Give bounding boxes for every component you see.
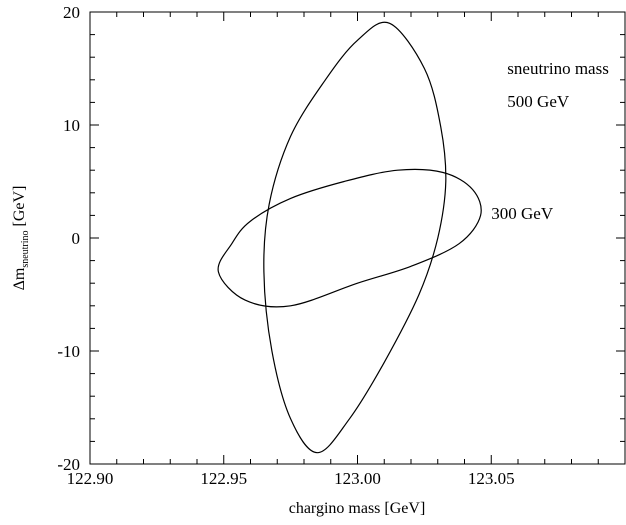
x-axis-title: chargino mass [GeV] [289,500,426,517]
series-curve-0 [263,21,447,454]
x-tick-label: 123.00 [334,469,381,488]
series-curve-1 [217,168,482,308]
x-tick-label: 122.90 [67,469,114,488]
annotation-label: 300 GeV [491,204,554,223]
plot-frame [89,11,626,465]
y-axis-title: Δmsneutrino [GeV] [11,186,31,291]
x-tick-labels: 122.90 122.95 123.00 123.05 [67,469,515,488]
y-axis-title-subscript: sneutrino [20,230,31,267]
y-tick-label: 20 [63,3,80,22]
y-tick-label: 10 [63,116,80,135]
y-axis-title-unit: [GeV] [11,186,28,227]
x-tick-label: 123.05 [468,469,515,488]
y-tick-label: -20 [57,455,80,474]
annotation-label: sneutrino mass [507,59,609,78]
tick-marks [89,11,625,465]
annotation-label: 500 GeV [507,92,570,111]
y-tick-labels: 20 10 0 -10 -20 [57,3,80,474]
annotations: sneutrino mass 500 GeV 300 GeV [491,59,609,223]
x-tick-label: 122.95 [200,469,247,488]
y-tick-label: 0 [72,229,81,248]
y-axis-title-main: Δm [11,267,28,290]
y-tick-label: -10 [57,342,80,361]
series-curves [217,21,482,454]
